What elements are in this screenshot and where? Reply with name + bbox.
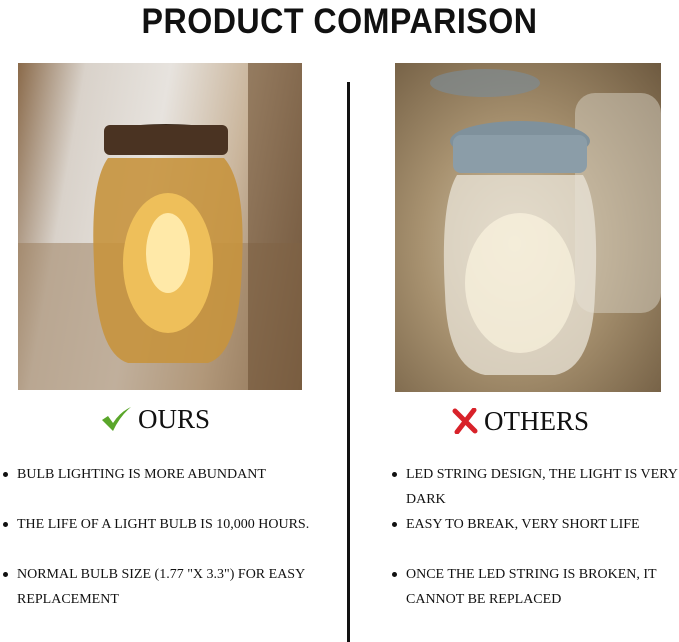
list-item: ONCE THE LED STRING IS BROKEN, IT CANNOT… xyxy=(392,562,679,612)
others-product-photo xyxy=(395,63,661,392)
divider xyxy=(347,82,350,642)
cross-icon xyxy=(452,408,478,434)
others-heading: OTHERS xyxy=(452,406,589,436)
list-item: NORMAL BULB SIZE (1.77 "X 3.3") FOR EASY… xyxy=(3,562,343,612)
ours-heading-label: OURS xyxy=(138,404,211,434)
check-icon xyxy=(102,407,131,431)
ours-heading: OURS xyxy=(100,404,210,434)
others-feature-list: LED STRING DESIGN, THE LIGHT IS VERY DAR… xyxy=(392,462,679,612)
list-item: LED STRING DESIGN, THE LIGHT IS VERY DAR… xyxy=(392,462,679,512)
list-item: THE LIFE OF A LIGHT BULB IS 10,000 HOURS… xyxy=(3,512,343,537)
list-item: BULB LIGHTING IS MORE ABUNDANT xyxy=(3,462,343,487)
page-title: PRODUCT COMPARISON xyxy=(141,2,538,41)
ours-feature-list: BULB LIGHTING IS MORE ABUNDANT THE LIFE … xyxy=(3,462,343,612)
list-item: EASY TO BREAK, VERY SHORT LIFE xyxy=(392,512,679,537)
ours-product-photo xyxy=(18,63,302,390)
others-heading-label: OTHERS xyxy=(484,406,590,436)
